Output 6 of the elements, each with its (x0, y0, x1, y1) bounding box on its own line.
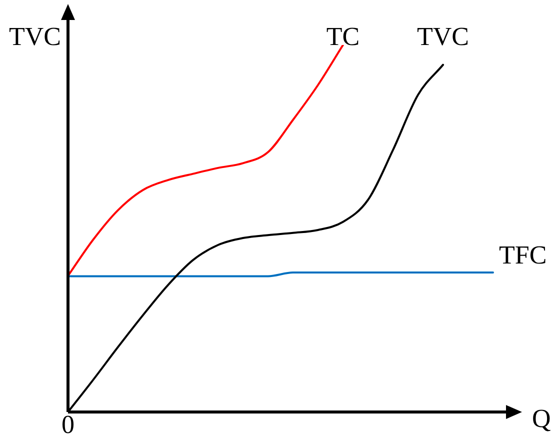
series-label: TFC (499, 240, 547, 270)
y-axis-title: TVC (9, 22, 61, 51)
x-axis-title: Q (532, 404, 551, 433)
annotation: 0 (62, 410, 74, 439)
series-label: TVC (417, 22, 469, 51)
series-label: TC (326, 22, 360, 51)
